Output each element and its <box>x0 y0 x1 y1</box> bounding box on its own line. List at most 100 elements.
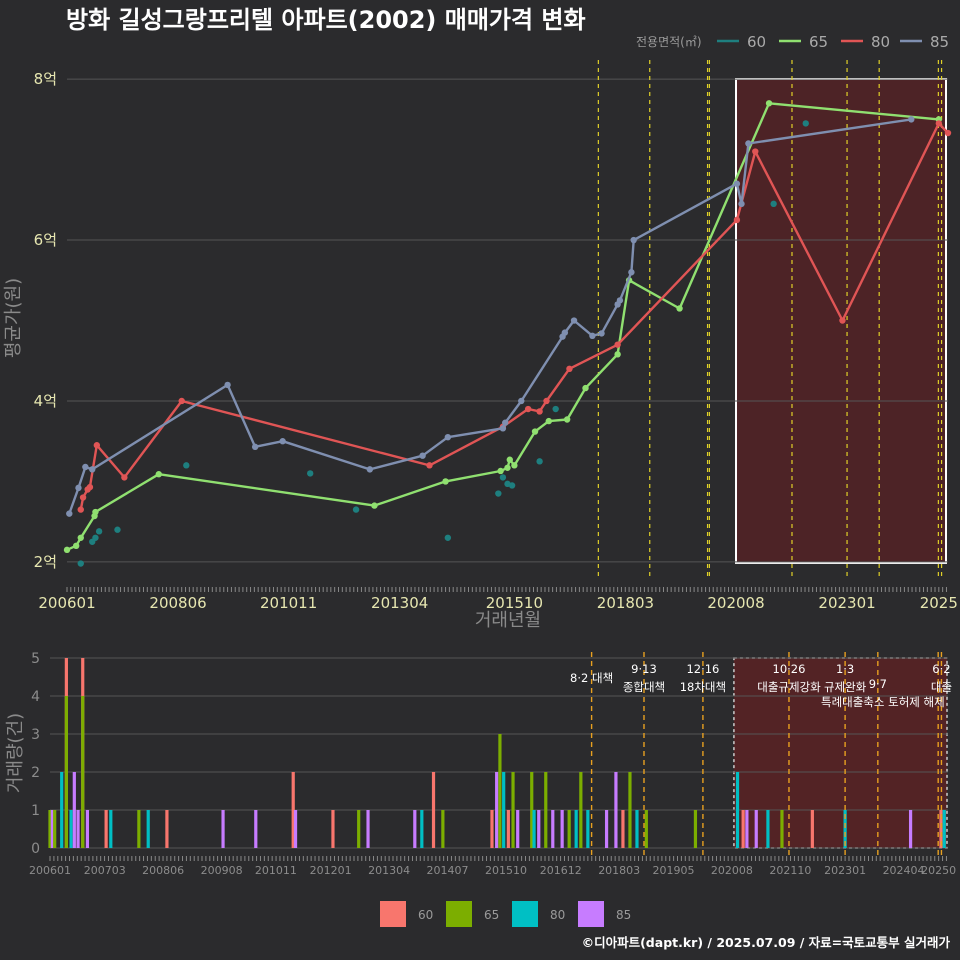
policy-name-label: 대출 <box>931 680 952 694</box>
data-point-85 <box>419 452 426 459</box>
data-point-60 <box>802 120 809 127</box>
volume-y-tick-label: 4 <box>31 689 40 705</box>
volume-bar-85 <box>85 810 90 848</box>
price-y-tick-label: 8억 <box>34 70 57 88</box>
volume-x-tick-label: 200806 <box>142 864 184 877</box>
volume-x-tick-label: 201510 <box>485 864 527 877</box>
data-point-65 <box>582 384 589 392</box>
volume-x-tick-label: 201905 <box>652 864 694 877</box>
policy-date-label: 10·26 <box>773 662 806 676</box>
volume-legend-label-80: 80 <box>550 908 565 922</box>
volume-bar-60 <box>331 810 335 848</box>
series-60 <box>77 120 809 567</box>
volume-bar-65 <box>81 696 85 848</box>
data-point-60 <box>352 506 360 513</box>
policy-date-label: 12·16 <box>686 662 719 676</box>
data-point-60 <box>306 470 314 477</box>
volume-legend-label-85: 85 <box>616 908 631 922</box>
policy-name-label: 종합대책 <box>623 680 665 694</box>
volume-bar-85 <box>604 810 609 848</box>
credit-text: ©디아파트(dapt.kr) / 2025.07.09 / 자료=국토교통부 실… <box>582 935 951 950</box>
policy-date-label: 9·7 <box>869 677 887 691</box>
volume-bar-85 <box>221 810 225 848</box>
volume-x-tick-label: 201803 <box>598 864 640 877</box>
volume-bar-85 <box>413 810 417 848</box>
data-point-85 <box>908 116 915 123</box>
volume-bar-80 <box>574 810 578 848</box>
volume-x-tick-label: 201612 <box>540 864 582 877</box>
price-x-tick-label: 202008 <box>707 594 764 612</box>
data-point-60 <box>499 474 507 481</box>
data-point-80 <box>77 506 84 513</box>
data-point-85 <box>628 269 635 276</box>
volume-y-tick-label: 5 <box>31 651 40 667</box>
volume-bar-80 <box>843 810 847 848</box>
price-panel: 2억 4억 6억 8억 200601 200806 201011 201304 201510 20… <box>3 60 958 631</box>
volume-bar-65 <box>48 810 52 848</box>
legend-label-85: 85 <box>930 33 949 51</box>
legend-title: 전용면적(㎡) <box>636 35 702 49</box>
volume-bar-80 <box>502 772 506 848</box>
volume-x-tick-label: 202008 <box>711 864 753 877</box>
volume-bar-85 <box>754 810 758 848</box>
volume-bar-60 <box>490 810 494 848</box>
volume-bar-65 <box>628 772 632 848</box>
volume-bar-60 <box>621 810 625 848</box>
data-point-60 <box>495 490 502 497</box>
volume-y-tick-label: 0 <box>31 841 40 857</box>
data-point-85 <box>738 200 745 208</box>
data-point-80 <box>121 474 128 481</box>
data-point-85 <box>502 419 509 426</box>
data-point-80 <box>543 397 550 405</box>
volume-bar-80 <box>69 810 73 848</box>
data-point-65 <box>72 542 80 550</box>
data-point-65 <box>765 100 773 107</box>
volume-bar-85 <box>516 810 520 848</box>
volume-x-tick-label: 200703 <box>84 864 126 877</box>
volume-bar-65 <box>357 810 361 848</box>
volume-x-tick-label: 20250 <box>921 864 956 877</box>
volume-bar-65 <box>441 810 445 848</box>
price-legend: 전용면적(㎡) 60 65 80 85 <box>636 33 949 51</box>
volume-bar-85 <box>908 810 913 848</box>
volume-y-tick-label: 1 <box>31 803 40 819</box>
volume-legend: 60 65 80 85 <box>380 901 631 927</box>
data-point-85 <box>630 236 637 244</box>
volume-bar-80 <box>635 810 639 848</box>
data-point-65 <box>676 305 683 312</box>
volume-bar-85 <box>495 772 499 848</box>
data-point-80 <box>86 483 94 491</box>
price-y-tick-label: 4억 <box>34 392 57 410</box>
data-point-60 <box>92 534 99 541</box>
data-point-85 <box>499 425 507 432</box>
data-point-60 <box>536 458 543 465</box>
volume-bar-60 <box>810 810 814 848</box>
volume-bar-80 <box>532 810 536 848</box>
volume-bar-85 <box>366 810 370 848</box>
legend-label-60: 60 <box>747 33 766 51</box>
data-point-60 <box>444 534 452 541</box>
policy-date-label: 8·2 대책 <box>570 671 613 685</box>
volume-bar-65 <box>579 772 583 848</box>
series-85 <box>66 116 915 517</box>
data-point-85 <box>561 329 569 336</box>
series-line-85 <box>68 118 912 515</box>
policy-date-label: 1·3 <box>836 662 854 676</box>
volume-bar-80 <box>60 772 64 848</box>
data-point-85 <box>733 180 741 187</box>
volume-x-tick-label: 201304 <box>368 864 410 877</box>
data-point-65 <box>497 467 504 475</box>
volume-bar-80 <box>420 810 424 848</box>
price-y-tick-label: 6억 <box>34 231 57 249</box>
volume-x-tick-label: 201011 <box>255 864 297 877</box>
volume-bar-65 <box>693 810 698 848</box>
data-point-65 <box>545 417 552 425</box>
data-point-65 <box>63 546 71 554</box>
volume-bar-65 <box>644 810 648 848</box>
policy-name-label: 특례대출축소 토허제 해제 <box>821 695 945 709</box>
volume-bar-65 <box>567 810 571 848</box>
data-point-85 <box>570 317 578 324</box>
data-point-65 <box>77 534 84 541</box>
data-point-85 <box>366 466 374 473</box>
